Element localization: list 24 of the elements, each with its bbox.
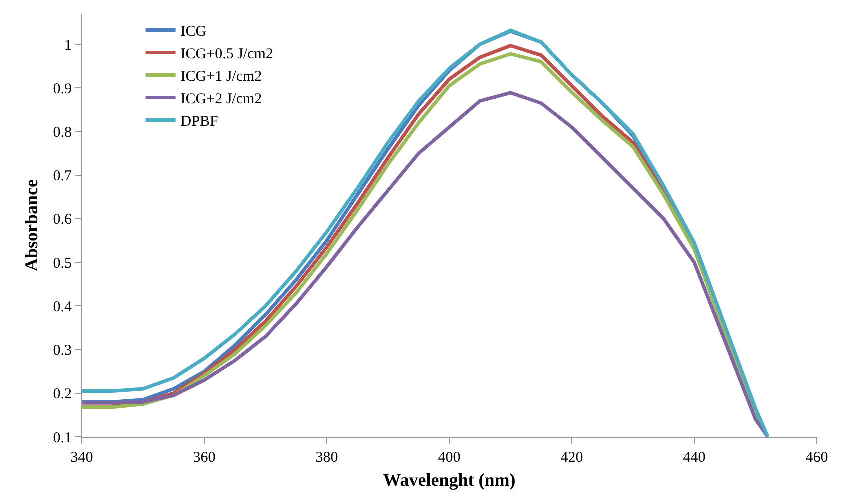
- legend-label: ICG+0.5 J/cm2: [180, 46, 274, 63]
- x-tick-label: 340: [70, 450, 94, 466]
- legend-label: DPBF: [180, 114, 218, 130]
- x-tick-label: 460: [806, 450, 828, 466]
- legend-label: ICG+2 J/cm2: [180, 92, 262, 108]
- x-axis-title: Wavelenght (nm): [383, 470, 516, 490]
- x-tick-label: 420: [560, 450, 584, 466]
- y-tick-label: 0.1: [53, 430, 72, 446]
- y-tick-label: 0.5: [53, 256, 72, 272]
- legend-label: ICG: [180, 24, 207, 40]
- y-tick-label: 0.8: [53, 124, 72, 141]
- y-tick-label: 0.4: [53, 299, 72, 316]
- legend-label: ICG+1 J/cm2: [180, 69, 262, 86]
- y-tick-label: 0.6: [53, 212, 72, 228]
- y-axis-title: Absorbance: [21, 179, 42, 272]
- x-tick-label: 440: [683, 450, 706, 466]
- y-tick-label: 0.3: [53, 343, 72, 360]
- x-tick-label: 380: [316, 450, 338, 466]
- x-tick-label: 360: [193, 450, 216, 466]
- y-tick-label: 1: [64, 38, 72, 54]
- y-tick-label: 0.7: [53, 168, 72, 185]
- y-tick-label: 0.2: [53, 386, 72, 403]
- x-tick-label: 400: [438, 450, 461, 466]
- y-tick-label: 0.9: [53, 81, 72, 98]
